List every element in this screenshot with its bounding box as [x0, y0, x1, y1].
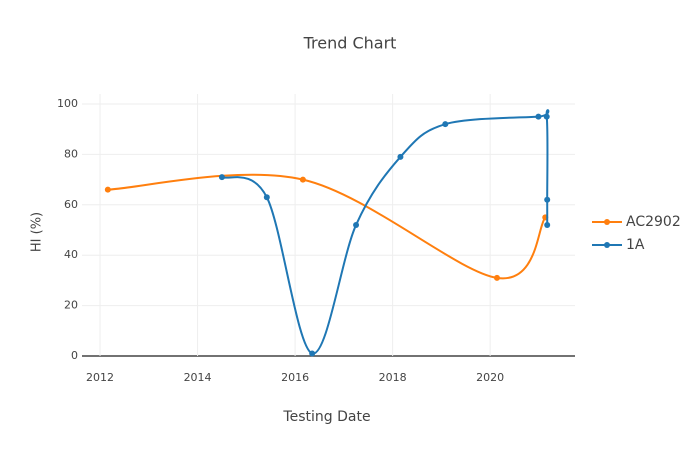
data-point — [493, 274, 500, 281]
x-tick-label: 2016 — [281, 371, 309, 384]
legend-marker — [604, 242, 610, 248]
data-point — [353, 221, 360, 228]
data-point — [263, 194, 270, 201]
data-point — [543, 113, 550, 120]
data-point — [309, 350, 316, 357]
y-tick-label: 0 — [71, 349, 78, 362]
y-axis-label: HI (%) — [30, 212, 45, 252]
y-tick-label: 80 — [64, 147, 78, 160]
data-point — [218, 174, 225, 181]
x-tick-label: 2014 — [184, 371, 212, 384]
y-tick-label: 100 — [57, 97, 78, 110]
x-tick-label: 2020 — [476, 371, 504, 384]
series-line — [221, 109, 550, 355]
data-point — [104, 186, 111, 193]
series-line — [107, 173, 547, 280]
data-point — [544, 221, 551, 228]
legend-label: 1A — [626, 237, 645, 253]
y-tick-label: 20 — [64, 299, 78, 312]
x-tick-label: 2012 — [86, 371, 114, 384]
x-axis-label: Testing Date — [282, 409, 370, 425]
data-point — [442, 121, 449, 128]
legend-label: AC2902 — [626, 214, 681, 230]
legend-marker — [604, 219, 610, 225]
data-point — [535, 113, 542, 120]
chart-title: Trend Chart — [303, 34, 397, 53]
data-point — [544, 196, 551, 203]
data-point — [397, 153, 404, 160]
y-tick-label: 40 — [64, 248, 78, 261]
data-point — [299, 176, 306, 183]
x-tick-label: 2018 — [379, 371, 407, 384]
y-tick-label: 60 — [64, 198, 78, 211]
